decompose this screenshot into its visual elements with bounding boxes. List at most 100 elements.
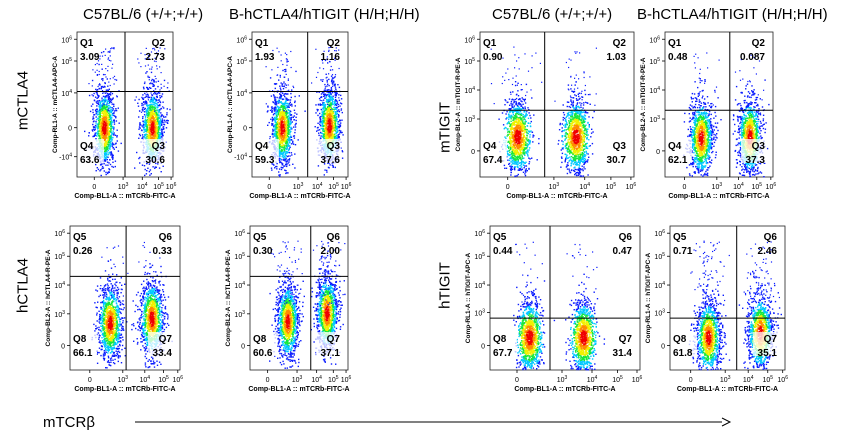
- quadrant-name: Q4: [255, 141, 269, 152]
- y-tick-label: 106: [61, 35, 72, 44]
- x-tick-label: 103: [118, 375, 129, 384]
- y-tick-label: 104: [61, 89, 72, 98]
- plot-htigit-hum: Q5 0.71 Q6 2.46 Q7 35.1 Q8 61.8 106 105 104 103 0 0 10…: [645, 225, 788, 393]
- quadrant-name: Q7: [327, 334, 341, 345]
- x-tick-label: 104: [733, 182, 744, 191]
- x-tick-label: 104: [140, 375, 151, 384]
- x-tick-label: 106: [632, 375, 643, 384]
- x-tick-label: 0: [88, 377, 92, 384]
- x-tick-label: 0: [267, 184, 271, 191]
- y-axis-title: Comp-BL2-A :: mTIGIT-R-PE-A: [640, 57, 647, 151]
- y-tick-label: 106: [464, 35, 475, 44]
- y-tick-label: -104: [234, 153, 247, 162]
- quadrant-percent: 63.6: [80, 155, 100, 166]
- y-axis-title: Comp-RL1-A :: hTIGIT-APC-A: [465, 253, 472, 344]
- y-axis-title: Comp-BL2-A :: hCTLA4-R-PE-A: [45, 249, 52, 346]
- quadrant-name: Q4: [668, 141, 682, 152]
- quadrant-name: Q8: [253, 334, 267, 345]
- y-tick-label: 105: [234, 252, 245, 261]
- quadrant-percent: 67.4: [483, 155, 503, 166]
- x-tick-label: 0: [506, 184, 510, 191]
- y-tick-label: 104: [654, 281, 665, 290]
- x-tick-label: 105: [153, 182, 164, 191]
- quadrant-percent: 30.7: [607, 155, 627, 166]
- quadrant-name: Q7: [764, 334, 778, 345]
- y-tick-label: 104: [474, 281, 485, 290]
- quadrant-percent: 3.09: [80, 52, 100, 63]
- quadrant-percent: 37.3: [746, 155, 766, 166]
- quadrant-name: Q7: [619, 334, 633, 345]
- x-tick-label: 103: [549, 182, 560, 191]
- y-tick-label: 0: [61, 344, 65, 351]
- quadrant-percent: 67.7: [493, 348, 513, 359]
- x-tick-label: 106: [341, 182, 352, 191]
- x-tick-label: 0: [266, 377, 270, 384]
- quadrant-name: Q3: [152, 141, 166, 152]
- quadrant-percent: 1.16: [321, 52, 341, 63]
- y-axis-title: Comp-RL1-A :: mCTLA4-APC-A: [52, 56, 59, 153]
- quadrant-percent: 1.03: [607, 52, 627, 63]
- y-tick-label: -104: [59, 153, 72, 162]
- quadrant-percent: 35.1: [758, 348, 778, 359]
- quadrant-name: Q6: [159, 232, 173, 243]
- x-tick-label: 103: [293, 182, 304, 191]
- x-tick-label: 0: [515, 377, 519, 384]
- quadrant-name: Q4: [483, 141, 497, 152]
- y-tick-label: 106: [474, 229, 485, 238]
- x-tick-label: 106: [777, 375, 788, 384]
- x-axis-title: Comp-BL1-A :: mTCRb-FITC-A: [514, 386, 615, 393]
- plot-mtigit-wt: Q1 0.90 Q2 1.03 Q3 30.7 Q4 67.4 106 105 104 103 0 0 10…: [455, 31, 636, 200]
- quadrant-percent: 1.93: [255, 52, 275, 63]
- y-tick-label: 106: [649, 35, 660, 44]
- x-tick-label: 104: [312, 182, 323, 191]
- y-tick-label: 106: [236, 35, 247, 44]
- x-axis-title: Comp-BL1-A :: mTCRb-FITC-A: [249, 193, 350, 200]
- quadrant-name: Q1: [483, 38, 497, 49]
- y-tick-label: 105: [54, 252, 65, 261]
- x-axis-title: Comp-BL1-A :: mTCRb-FITC-A: [668, 193, 769, 200]
- x-tick-label: 106: [766, 182, 777, 191]
- x-axis-title: Comp-BL1-A :: mTCRb-FITC-A: [74, 193, 175, 200]
- quadrant-percent: 60.6: [253, 348, 273, 359]
- y-tick-label: 105: [236, 57, 247, 66]
- quadrant-name: Q6: [619, 232, 633, 243]
- x-tick-label: 104: [587, 375, 598, 384]
- x-tick-label: 106: [166, 182, 177, 191]
- quadrant-percent: 66.1: [73, 348, 93, 359]
- y-tick-label: 0: [243, 126, 247, 133]
- bottom-axis-label: mTCRβ: [43, 414, 95, 431]
- quadrant-percent: 0.90: [483, 52, 503, 63]
- quadrant-percent: 0.30: [253, 246, 273, 257]
- quadrant-name: Q5: [673, 232, 687, 243]
- x-tick-label: 106: [341, 375, 352, 384]
- quadrant-name: Q1: [255, 38, 269, 49]
- x-axis-title: Comp-BL1-A :: mTCRb-FITC-A: [506, 193, 607, 200]
- quadrant-percent: 37.1: [321, 348, 341, 359]
- quadrant-name: Q2: [152, 38, 166, 49]
- quadrant-name: Q6: [327, 232, 341, 243]
- column-header-4: B-hCTLA4/hTIGIT (H/H;H/H): [637, 6, 828, 23]
- y-tick-label: 103: [649, 115, 660, 124]
- quadrant-name: Q1: [80, 38, 94, 49]
- quadrant-percent: 2.00: [321, 246, 341, 257]
- column-header-1: C57BL/6 (+/+;+/+): [83, 6, 204, 23]
- y-tick-label: 106: [654, 229, 665, 238]
- quadrant-percent: 62.1: [668, 155, 688, 166]
- quadrant-percent: 30.6: [146, 155, 166, 166]
- event-dots: [513, 241, 606, 371]
- y-tick-label: 104: [649, 86, 660, 95]
- x-tick-label: 103: [720, 375, 731, 384]
- x-tick-label: 104: [137, 182, 148, 191]
- quadrant-percent: 0.33: [153, 246, 173, 257]
- quadrant-percent: 61.8: [673, 348, 693, 359]
- event-dots: [91, 241, 173, 369]
- y-tick-label: 104: [236, 89, 247, 98]
- x-tick-label: 104: [743, 375, 754, 384]
- y-tick-label: 106: [54, 229, 65, 238]
- y-tick-label: 0: [471, 149, 475, 156]
- y-axis-title: Comp-RL1-A :: hTIGIT-APC-A: [645, 253, 652, 344]
- plot-htigit-wt: Q5 0.44 Q6 0.47 Q7 31.4 Q8 67.7 106 105 104 103 0 0 10…: [465, 225, 643, 393]
- arrow-head-icon: [721, 417, 732, 427]
